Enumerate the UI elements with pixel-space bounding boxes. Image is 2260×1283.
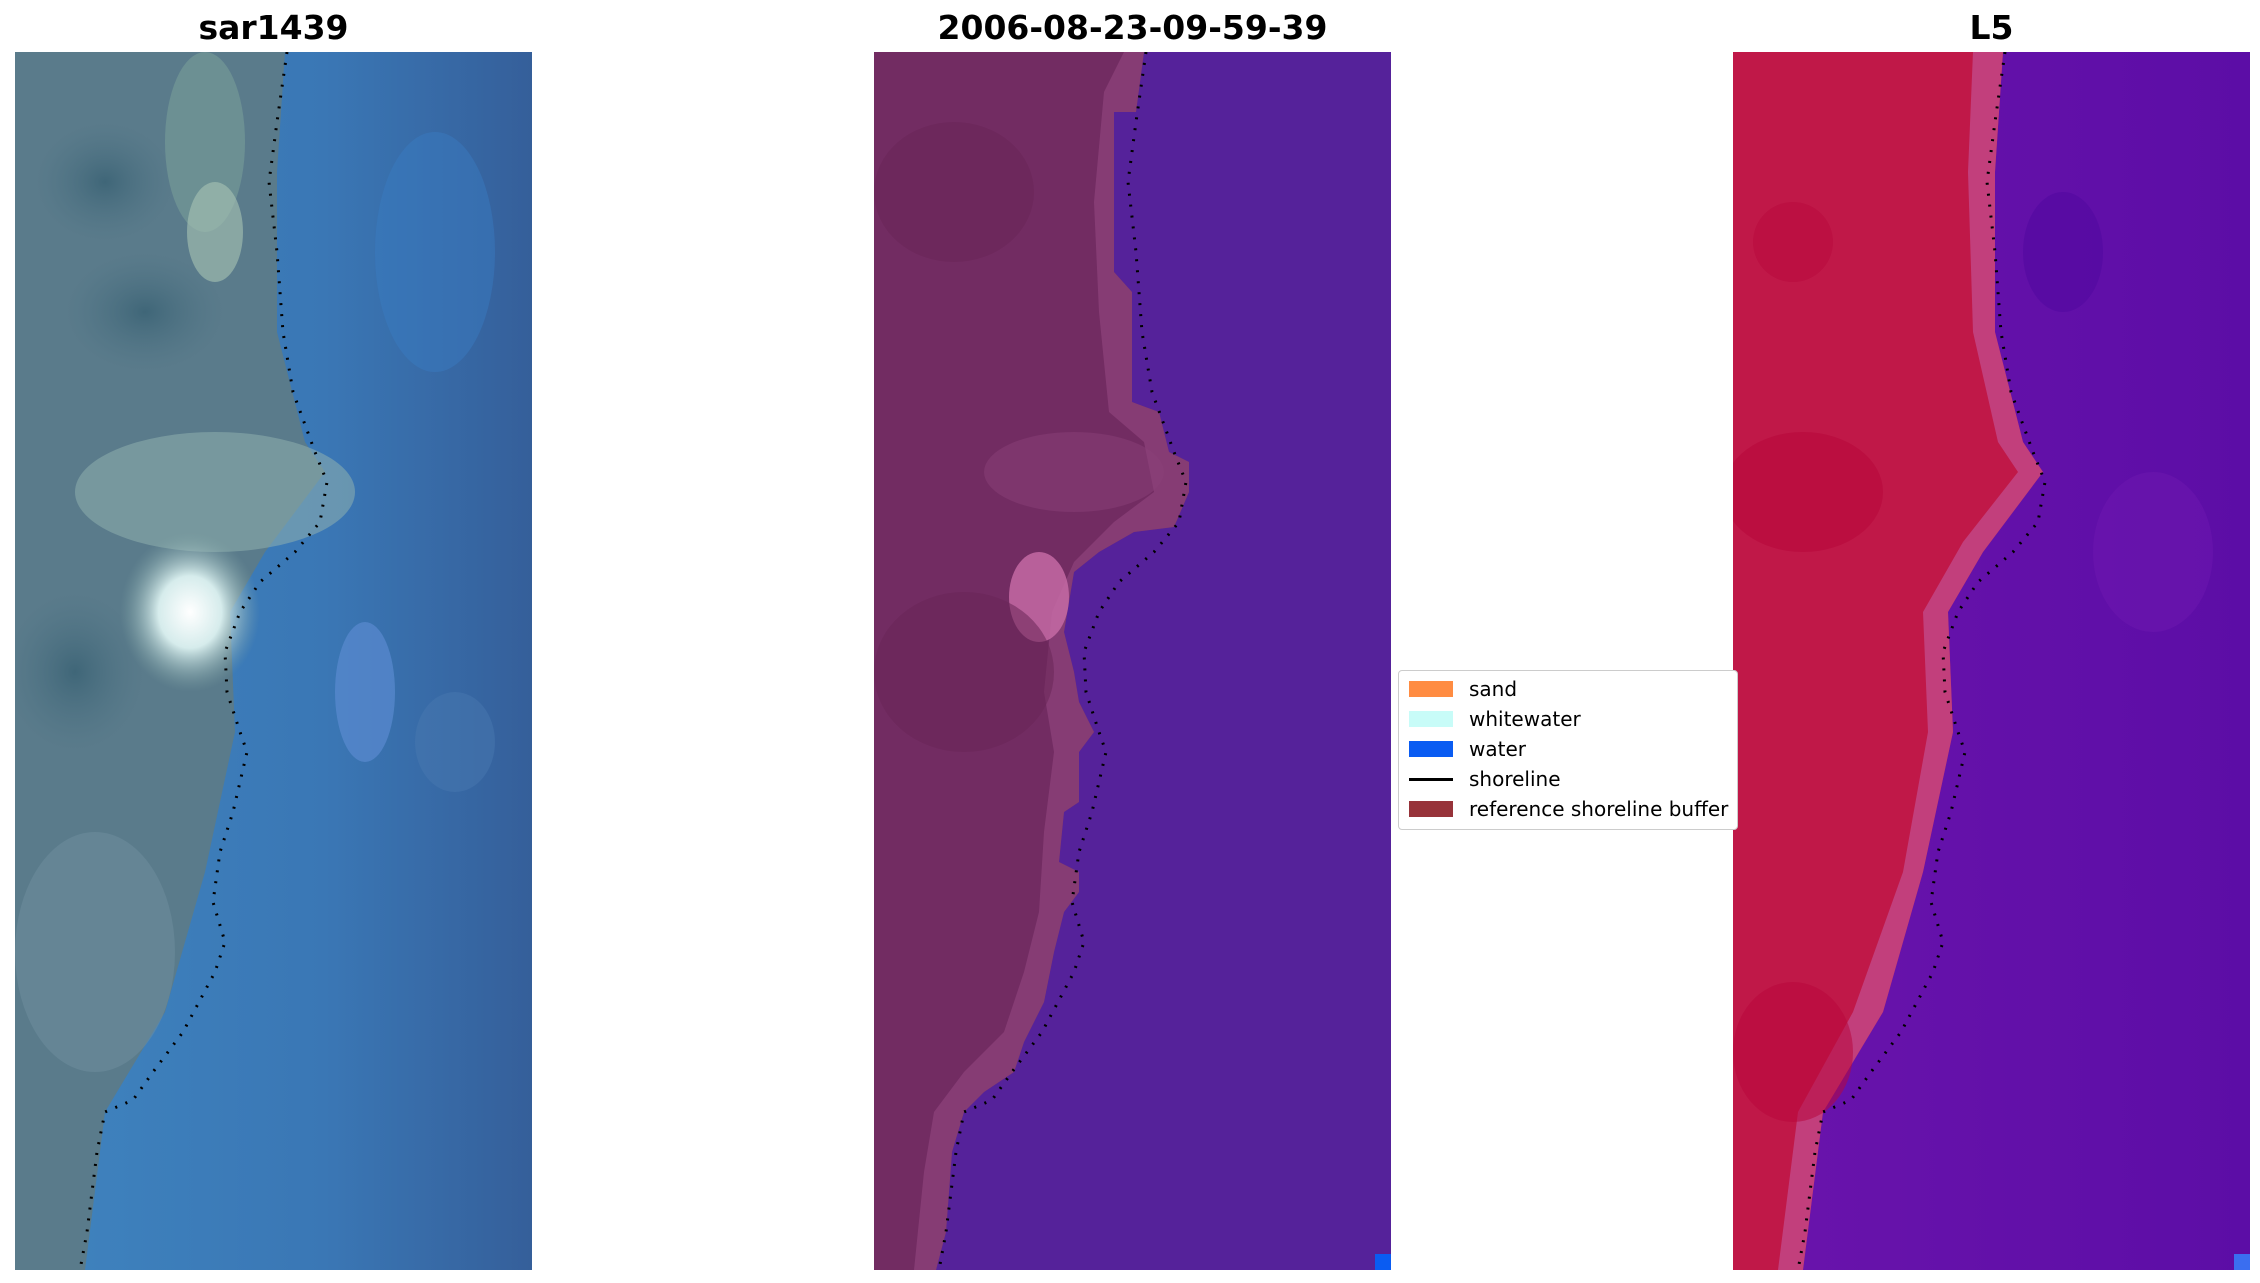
index-image-panel bbox=[1733, 52, 2250, 1270]
legend-label: reference shoreline buffer bbox=[1469, 797, 1729, 821]
sand-swatch bbox=[1409, 681, 1453, 697]
shoreline-line bbox=[937, 52, 1188, 1270]
legend-item-shoreline: shoreline bbox=[1409, 764, 1561, 794]
classified-image-panel bbox=[874, 52, 1391, 1270]
shoreline-line bbox=[78, 52, 329, 1270]
panel-title-rgb: sar1439 bbox=[198, 8, 349, 47]
legend-label: sand bbox=[1469, 677, 1518, 701]
index-image bbox=[1733, 52, 2250, 1270]
legend-label: shoreline bbox=[1469, 767, 1561, 791]
legend-item-reference-buffer: reference shoreline buffer bbox=[1409, 794, 1728, 824]
legend-label: water bbox=[1469, 737, 1526, 761]
panel-title-classified: 2006-08-23-09-59-39 bbox=[937, 8, 1328, 47]
legend-item-sand: sand bbox=[1409, 674, 1517, 704]
rgb-image-panel bbox=[15, 52, 532, 1270]
whitewater-swatch bbox=[1409, 711, 1453, 727]
legend: sand whitewater water shoreline referenc… bbox=[1398, 670, 1738, 830]
legend-label: whitewater bbox=[1469, 707, 1581, 731]
shoreline-line-icon bbox=[1409, 777, 1453, 781]
shoreline-line bbox=[1796, 52, 2047, 1270]
legend-item-water: water bbox=[1409, 734, 1526, 764]
classified-image bbox=[874, 52, 1391, 1270]
water-pixel bbox=[2234, 1254, 2250, 1270]
water-swatch bbox=[1409, 741, 1453, 757]
panel-title-index: L5 bbox=[1969, 8, 2014, 47]
reference-buffer-swatch bbox=[1409, 801, 1453, 817]
water-pixel bbox=[1375, 1254, 1391, 1270]
legend-item-whitewater: whitewater bbox=[1409, 704, 1581, 734]
rgb-image bbox=[15, 52, 532, 1270]
index-transition bbox=[1778, 52, 2043, 1270]
index-land bbox=[1733, 52, 2043, 1270]
